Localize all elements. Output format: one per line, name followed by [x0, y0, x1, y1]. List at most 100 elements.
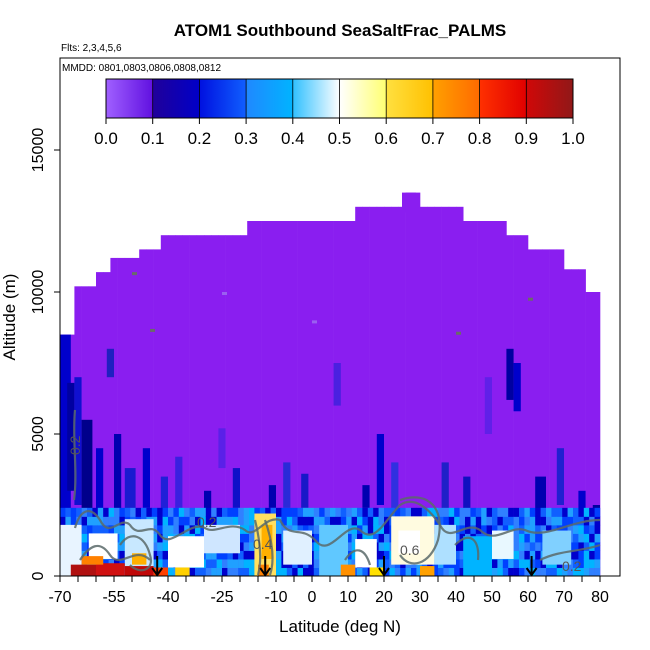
heat-cell — [384, 206, 392, 577]
heat-cell — [378, 507, 385, 517]
colorbar-segment — [386, 79, 434, 118]
heat-cell — [103, 524, 109, 534]
heat-cell — [249, 524, 255, 534]
heat-cell — [535, 476, 546, 511]
heat-cell — [290, 221, 298, 576]
heat-cell — [398, 206, 406, 577]
heat-cell — [540, 507, 547, 517]
heat-cell — [265, 507, 271, 517]
heat-cell — [454, 567, 460, 577]
heat-cell — [551, 567, 557, 577]
heat-cell — [70, 564, 96, 576]
heat-cell — [88, 286, 97, 576]
heat-cell — [502, 524, 509, 534]
heat-cell — [470, 221, 478, 576]
heat-cell — [492, 558, 498, 568]
colorbar-tick-label: 0.0 — [94, 129, 118, 148]
heat-cell — [492, 516, 498, 526]
heat-cell — [524, 516, 530, 526]
heat-cell — [222, 516, 228, 526]
heat-cell — [351, 550, 358, 560]
heat-cell — [276, 558, 282, 568]
heat-cell — [313, 524, 320, 534]
heat-cell — [313, 541, 320, 551]
heat-cell — [443, 567, 449, 577]
heat-cell — [249, 516, 255, 526]
heat-cell — [502, 507, 509, 517]
heat-cell — [222, 507, 228, 517]
heat-cell — [232, 567, 239, 577]
heat-cell — [573, 516, 579, 526]
heat-cell — [335, 516, 341, 526]
heat-cell — [243, 524, 250, 534]
heat-cell — [227, 550, 233, 560]
heat-cell — [335, 507, 341, 517]
heat-cell — [441, 206, 450, 577]
colorbar-segment — [246, 79, 294, 118]
heat-cell — [173, 524, 179, 534]
heat-cell — [528, 297, 533, 301]
heat-cell — [119, 516, 125, 526]
heat-cell — [484, 377, 492, 434]
heat-cell — [362, 524, 368, 534]
heat-cell — [546, 524, 552, 534]
x-tick-label: 20 — [375, 589, 393, 606]
heat-cell — [362, 533, 368, 543]
heat-cell — [465, 507, 471, 517]
heat-cell — [508, 516, 514, 526]
heat-cell — [535, 516, 541, 526]
heat-cell — [216, 567, 223, 577]
heat-cell — [546, 516, 552, 526]
heat-cell — [162, 558, 169, 568]
heat-cell — [218, 235, 226, 576]
heat-cell — [87, 516, 93, 526]
heat-cell — [324, 507, 331, 517]
heat-cell — [524, 550, 530, 560]
heat-cell — [562, 516, 568, 526]
heat-cell — [270, 507, 277, 517]
heat-cell — [355, 206, 363, 577]
heat-cell — [216, 558, 223, 568]
heat-cell — [405, 567, 412, 577]
heat-cell — [502, 558, 509, 568]
contour-line — [344, 549, 372, 566]
x-tick-label: 0 — [308, 589, 317, 606]
heat-cell — [297, 524, 304, 534]
heat-cell — [326, 221, 334, 576]
heat-cell — [124, 468, 136, 511]
heat-cell — [330, 507, 336, 517]
heat-cell — [486, 516, 493, 526]
heat-cell — [168, 536, 204, 568]
heat-cell — [157, 507, 163, 517]
heat-cell — [243, 550, 250, 560]
heat-cell — [189, 235, 198, 576]
heat-cell — [157, 533, 163, 543]
heat-cell — [486, 524, 493, 534]
heat-cell — [481, 507, 487, 517]
heat-cell — [535, 550, 541, 560]
heat-cell — [67, 382, 75, 491]
heat-cell — [513, 533, 520, 543]
x-tick-label: 10 — [339, 589, 357, 606]
heat-cell — [189, 567, 196, 577]
contour-line — [399, 496, 441, 565]
heat-cell — [578, 550, 584, 560]
heat-cell — [249, 541, 255, 551]
heat-cell — [162, 550, 169, 560]
heat-cell — [578, 541, 584, 551]
heat-cell — [114, 516, 120, 526]
heat-cell — [585, 292, 594, 576]
heat-cell — [362, 485, 370, 508]
heat-cell — [330, 516, 336, 526]
heat-cell — [583, 567, 590, 577]
heat-cell — [222, 550, 228, 560]
heat-cell — [222, 567, 228, 577]
contour-line — [73, 500, 601, 547]
heat-cell — [529, 507, 536, 517]
heat-cell — [297, 221, 306, 576]
colorbar-segment — [432, 79, 481, 118]
heat-cell — [76, 507, 82, 517]
heat-cell — [357, 507, 363, 517]
heat-cell — [456, 331, 461, 335]
heat-cell — [276, 550, 282, 560]
